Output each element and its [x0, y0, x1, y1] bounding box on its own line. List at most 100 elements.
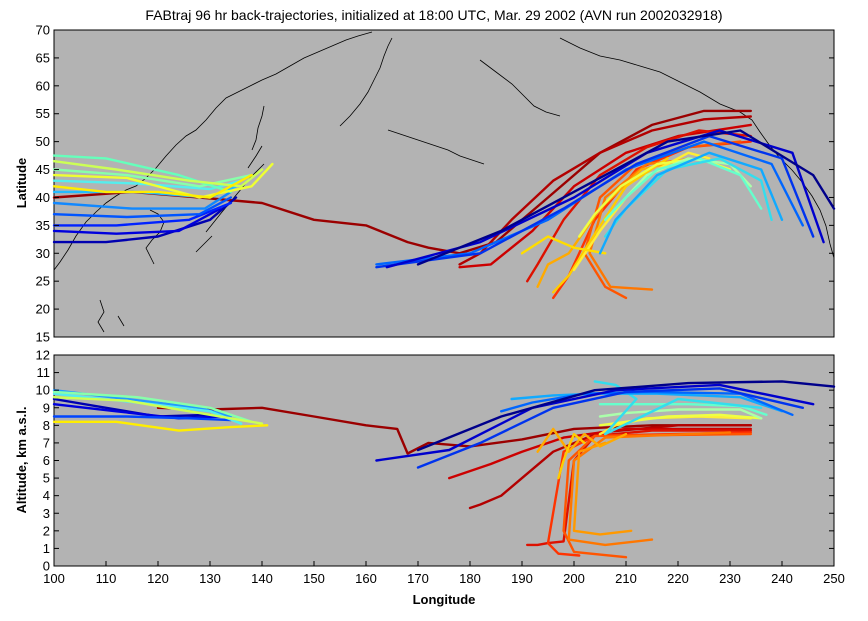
x-tick-label: 210 — [615, 571, 637, 586]
trajectory-line — [416, 129, 836, 266]
trajectory-line — [52, 415, 233, 422]
y-tick-label: 65 — [36, 50, 50, 65]
y-tick-label: 35 — [36, 218, 50, 233]
x-tick-label: 240 — [771, 571, 793, 586]
trajectory-line — [526, 129, 752, 283]
japan-coastline — [195, 145, 265, 253]
y-tick-label: 0 — [43, 559, 50, 574]
altitude-axis-label: Altitude, km a.s.l. — [14, 407, 29, 514]
trajectory-line — [500, 390, 794, 416]
trajectory-line — [598, 413, 763, 427]
trajectory-line — [598, 408, 763, 420]
map-panel: 15 20 25 30 35 40 45 50 55 60 65 70 Latitude — [14, 23, 836, 345]
y-tick-label: 10 — [36, 383, 50, 398]
latitude-axis-label: Latitude — [14, 158, 29, 209]
y-tick-label: 30 — [36, 246, 50, 261]
latitude-ticks: 15 20 25 30 35 40 45 50 55 60 65 70 — [36, 23, 834, 345]
x-tick-label: 150 — [303, 571, 325, 586]
y-tick-label: 7 — [43, 435, 50, 450]
y-tick-label: 9 — [43, 400, 50, 415]
trajectory-line — [416, 380, 836, 452]
x-tick-label: 110 — [96, 571, 117, 586]
x-tick-label: 130 — [199, 571, 221, 586]
x-tick-label: 160 — [355, 571, 377, 586]
x-tick-label: 220 — [667, 571, 689, 586]
y-tick-label: 55 — [36, 106, 50, 121]
trajectory-line — [52, 201, 233, 227]
trajectory-line — [416, 387, 804, 469]
trajectory-line — [588, 157, 700, 291]
y-tick-label: 12 — [36, 348, 50, 363]
x-tick-label: 100 — [43, 571, 65, 586]
map-trajectories — [52, 109, 836, 300]
trajectory-line — [52, 207, 222, 235]
trajectory-line — [567, 431, 732, 547]
y-tick-label: 5 — [43, 471, 50, 486]
x-tick-label: 170 — [407, 571, 429, 586]
y-tick-label: 70 — [36, 23, 50, 38]
aleutian-islands — [387, 129, 485, 165]
y-tick-label: 6 — [43, 453, 50, 468]
trajectory-line — [52, 159, 264, 188]
trajectory-line — [468, 424, 752, 510]
y-tick-label: 11 — [37, 365, 51, 380]
alaska-coastline — [479, 59, 561, 117]
trajectory-line — [552, 157, 669, 294]
trajectory-line — [52, 168, 253, 188]
trajectory-line — [52, 173, 253, 199]
trajectory-line — [52, 403, 222, 420]
y-tick-label: 25 — [36, 274, 50, 289]
trajectory-line — [520, 235, 607, 255]
x-tick-label: 180 — [459, 571, 481, 586]
longitude-axis-label: Longitude — [413, 592, 476, 607]
trajectory-line — [526, 429, 752, 547]
north-america-coastline — [559, 37, 835, 259]
x-tick-label: 190 — [511, 571, 533, 586]
trajectory-line — [536, 427, 628, 453]
philippines-coastline — [97, 299, 125, 333]
asia-coastline — [53, 31, 373, 271]
x-tick-label: 250 — [823, 571, 845, 586]
trajectory-line — [52, 196, 238, 244]
coastlines — [53, 31, 835, 333]
y-tick-label: 45 — [36, 162, 50, 177]
trajectory-line — [52, 190, 233, 210]
trajectory-line — [52, 390, 253, 423]
trajectory-line — [52, 420, 269, 432]
x-tick-label: 140 — [251, 571, 273, 586]
figure-title: FABtraj 96 hr back-trajectories, initial… — [145, 7, 722, 23]
trajectory-line — [375, 383, 815, 462]
x-tick-label: 200 — [563, 571, 585, 586]
altitude-plot-area — [53, 354, 835, 567]
longitude-ticks: 100 110 120 130 140 150 160 170 180 190 200 210 220 2… — [43, 561, 845, 586]
y-tick-label: 60 — [36, 78, 50, 93]
trajectory-line — [572, 441, 633, 536]
y-tick-label: 20 — [36, 302, 50, 317]
y-tick-label: 40 — [36, 190, 50, 205]
map-plot-area — [53, 29, 835, 338]
y-tick-label: 2 — [43, 523, 50, 538]
y-tick-label: 4 — [43, 488, 50, 503]
trajectory-line — [598, 151, 784, 255]
trajectory-line — [375, 134, 815, 269]
kamchatka-coastline — [339, 37, 393, 127]
trajectory-line — [156, 406, 752, 455]
trajectory-line — [448, 427, 752, 480]
x-tick-label: 120 — [147, 571, 169, 586]
trajectory-line — [557, 432, 586, 480]
trajectory-line — [52, 196, 233, 219]
trajectory-line — [52, 396, 264, 425]
y-tick-label: 1 — [43, 541, 50, 556]
altitude-trajectories — [52, 380, 836, 559]
trajectory-line — [604, 157, 763, 222]
y-tick-label: 3 — [43, 506, 50, 521]
y-tick-label: 8 — [43, 418, 50, 433]
y-tick-label: 15 — [36, 330, 50, 345]
sakhalin-coastline — [251, 105, 265, 151]
trajectory-line — [593, 380, 763, 436]
x-tick-label: 230 — [719, 571, 741, 586]
trajectory-line — [598, 403, 768, 416]
